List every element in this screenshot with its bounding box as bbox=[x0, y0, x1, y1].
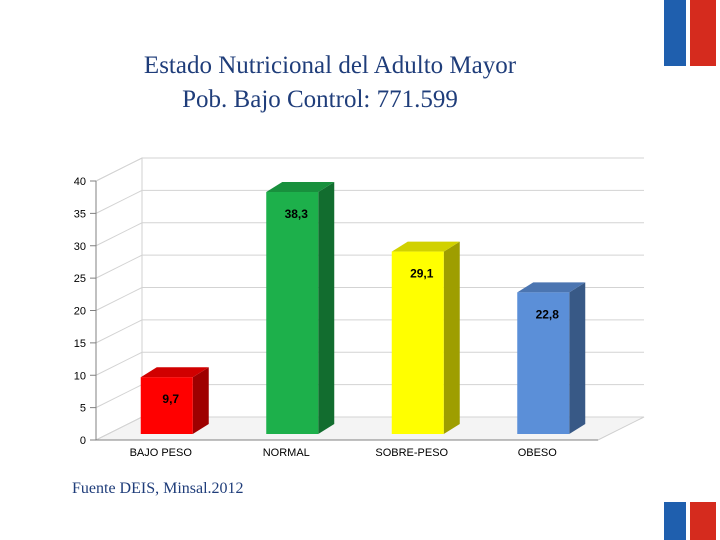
bar-sobre-peso bbox=[391, 241, 460, 434]
source-note: Fuente DEIS, Minsal.2012 bbox=[72, 480, 244, 497]
y-tick-label: 20 bbox=[74, 306, 86, 318]
data-label: 22,8 bbox=[536, 307, 560, 321]
gridline bbox=[95, 319, 644, 344]
y-tick-label: 35 bbox=[74, 208, 86, 220]
gridline bbox=[95, 157, 644, 182]
y-tick-label: 10 bbox=[74, 370, 86, 382]
y-tick-label: 0 bbox=[80, 435, 86, 447]
x-tick-label: SOBRE-PESO bbox=[375, 447, 448, 459]
data-label: 29,1 bbox=[410, 267, 434, 281]
gridline bbox=[95, 189, 644, 214]
bar-bajo-peso bbox=[140, 367, 209, 434]
y-tick-label: 30 bbox=[74, 241, 86, 253]
data-label: 38,3 bbox=[285, 207, 309, 221]
bar-obeso bbox=[517, 282, 586, 434]
flag-logo-bottom bbox=[664, 502, 716, 540]
chart-subtitle: Pob. Bajo Control: 771.599 bbox=[182, 86, 458, 113]
gridline bbox=[95, 351, 644, 376]
x-tick-label: NORMAL bbox=[263, 447, 310, 459]
data-label: 9,7 bbox=[162, 392, 179, 406]
y-tick-label: 5 bbox=[80, 403, 86, 415]
flag-logo-top bbox=[664, 0, 716, 66]
y-tick-label: 25 bbox=[74, 273, 86, 285]
x-tick-label: BAJO PESO bbox=[130, 447, 193, 459]
bar-chart: 0 5 10 15 20 25 30 35 40 9,7 BAJO PESO 38,3 NORMAL 29… bbox=[74, 157, 645, 459]
gridline bbox=[95, 254, 644, 279]
bar-normal bbox=[266, 182, 335, 434]
y-tick-label: 15 bbox=[74, 338, 86, 350]
gridline bbox=[95, 222, 644, 247]
chart-title: Estado Nutricional del Adulto Mayor bbox=[143, 52, 517, 79]
y-tick-label: 40 bbox=[74, 176, 86, 188]
x-tick-label: OBESO bbox=[518, 447, 558, 459]
gridline bbox=[95, 287, 644, 311]
